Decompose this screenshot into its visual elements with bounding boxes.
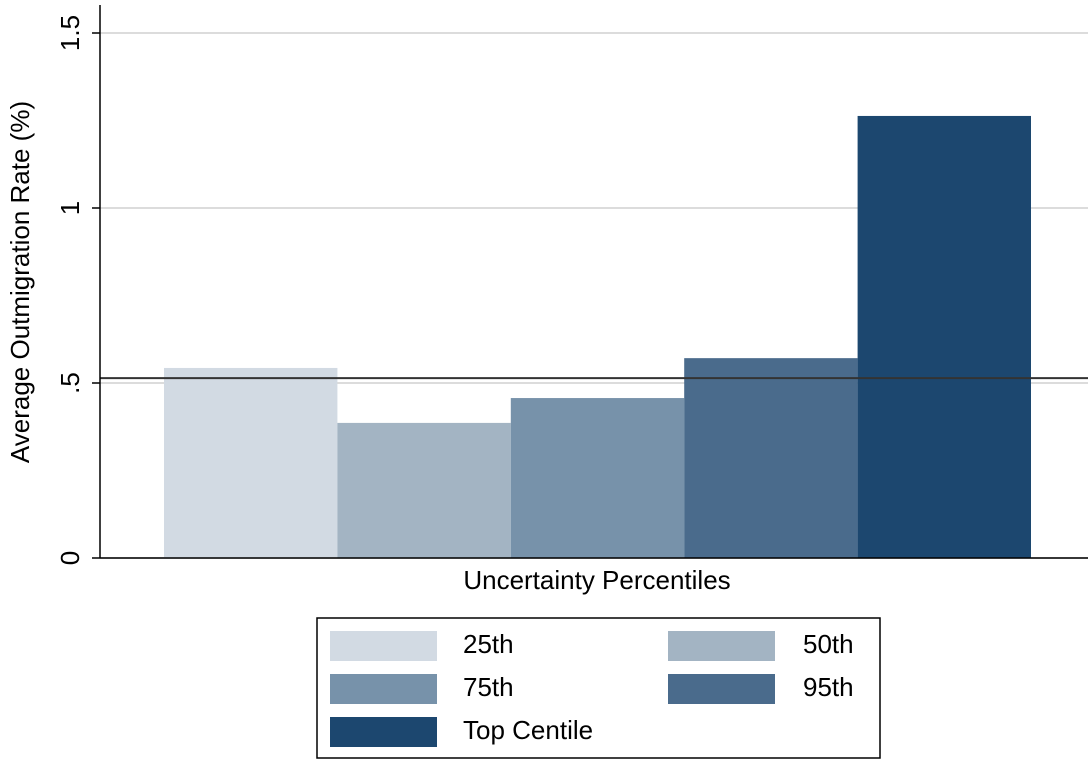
legend-swatch xyxy=(330,717,437,747)
bar xyxy=(684,358,858,558)
y-tick-label: 1.5 xyxy=(55,15,85,51)
bar xyxy=(164,367,338,558)
legend-label: 75th xyxy=(463,672,514,702)
bar xyxy=(337,422,511,558)
y-tick-label: .5 xyxy=(55,372,85,394)
legend-swatch xyxy=(330,674,437,704)
legend-box xyxy=(316,617,881,759)
legend-label: Top Centile xyxy=(463,715,593,745)
bar xyxy=(857,115,1031,558)
y-tick-label: 0 xyxy=(55,551,85,565)
x-axis-title: Uncertainty Percentiles xyxy=(463,565,730,595)
legend-swatch xyxy=(668,674,775,704)
legend-swatch xyxy=(668,631,775,661)
legend-label: 25th xyxy=(463,629,514,659)
legend-label: 95th xyxy=(803,672,854,702)
y-axis-title: Average Outmigration Rate (%) xyxy=(5,101,35,463)
bar xyxy=(510,398,685,558)
y-tick-label: 1 xyxy=(55,201,85,215)
legend-swatch xyxy=(330,631,437,661)
legend-label: 50th xyxy=(803,629,854,659)
